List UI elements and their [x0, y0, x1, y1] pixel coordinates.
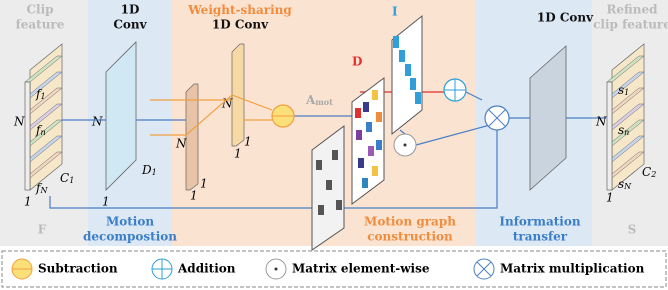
svg-text:Matrix element-wise: Matrix element-wise: [292, 262, 430, 276]
dim-label: 1: [606, 191, 614, 205]
matrix-label: I: [392, 5, 398, 19]
caption: Motion graph: [364, 215, 456, 229]
dim-label: 1: [24, 195, 32, 209]
addition-op: [444, 79, 466, 101]
dim-label: N: [595, 115, 607, 129]
caption: construction: [367, 230, 453, 244]
svg-text:Matrix multiplication: Matrix multiplication: [500, 262, 645, 276]
symbol: F: [38, 223, 47, 237]
dim-label: 1: [244, 135, 252, 149]
title: 1D Conv: [212, 18, 269, 32]
diagram: Clip feature 1D Conv Weight-sharing 1D C…: [0, 0, 668, 290]
title: Refined: [606, 3, 658, 17]
caption: decompostion: [83, 230, 177, 244]
dim-label: N: [175, 137, 187, 151]
multiplication-op: [485, 106, 509, 130]
caption: Motion: [106, 215, 154, 229]
matrix-label: D: [352, 55, 362, 69]
svg-text:Addition: Addition: [177, 262, 236, 276]
dim-label: 1: [190, 189, 198, 203]
caption: Information: [499, 215, 580, 229]
title: 1D: [121, 3, 140, 17]
title: Conv: [113, 18, 147, 32]
feature-bar: [232, 44, 244, 146]
dim-label: N: [91, 115, 103, 129]
title: clip feature: [593, 18, 668, 32]
dim-label: 1: [234, 147, 242, 161]
elementwise-op: [404, 144, 407, 147]
title: Clip: [26, 3, 53, 17]
dim-label: N: [13, 115, 25, 129]
symbol: S: [628, 223, 637, 237]
title: feature: [16, 18, 65, 32]
svg-text:Subtraction: Subtraction: [38, 262, 118, 276]
caption: transfer: [513, 230, 568, 244]
dim-label: 1: [102, 195, 110, 209]
title: Weight-sharing: [187, 3, 292, 17]
title: 1D Conv: [537, 11, 594, 25]
dim-label: 1: [200, 177, 208, 191]
